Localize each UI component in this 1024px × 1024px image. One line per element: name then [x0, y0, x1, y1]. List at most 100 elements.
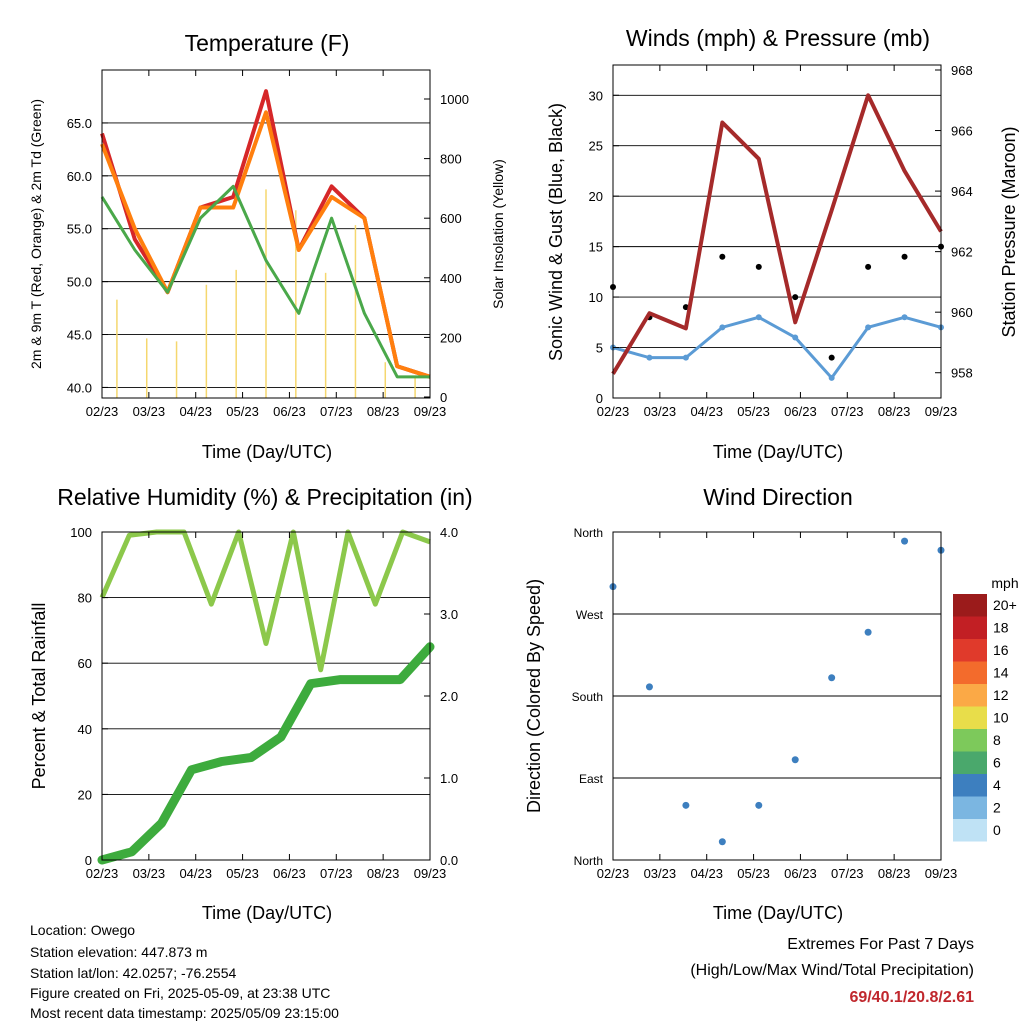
winds-left-ytick-label: 15	[589, 240, 603, 255]
speed-legend-swatch	[953, 684, 987, 707]
temperature-xtick-label: 02/23	[86, 404, 119, 419]
speed-legend-swatch	[953, 706, 987, 729]
temperature-panel: Temperature (F) 40.0 45.0 50.0 55.0 60.0 65.0…	[28, 30, 506, 462]
winds-xtick-label: 05/23	[737, 404, 770, 419]
wind-direction-point	[682, 801, 690, 809]
winds-ylabel-right: Station Pressure (Maroon)	[999, 126, 1019, 337]
temperature-left-ytick-label: 50.0	[67, 275, 92, 290]
humidity-right-ytick-label-right: 0.0	[440, 853, 458, 868]
speed-legend-label: 12	[993, 687, 1009, 703]
humidity-left-ytick-label: 40	[78, 722, 92, 737]
humidity-left-ytick-label: 20	[78, 787, 92, 802]
wind-direction-point	[645, 683, 653, 691]
temperature-ylabel-right: Solar Insolation (Yellow)	[490, 159, 506, 309]
footer-latlon: Station lat/lon: 42.0257; -76.2554	[30, 965, 237, 981]
wind-direction-point	[718, 838, 726, 846]
winds-xtick-label: 06/23	[784, 404, 817, 419]
speed-legend-swatch	[953, 661, 987, 684]
speed-legend: 20+ 18 16 14 12 10 8 6 4 2 0	[953, 594, 1017, 842]
winds-xtick-label: 02/23	[597, 404, 630, 419]
humidity-ticks: 0 20 40 60 80 100 0.0 1.0 2.0 3.0 4.0 02/23 03/23 04/…	[70, 525, 458, 881]
humidity-xtick-label: 03/23	[133, 866, 166, 881]
gust-point	[755, 263, 762, 270]
temperature-xtick-label: 03/23	[133, 404, 166, 419]
temperature-left-ytick-label: 60.0	[67, 169, 92, 184]
extremes-subtitle: (High/Low/Max Wind/Total Precipitation)	[690, 962, 974, 979]
temperature-left-ytick-label: 65.0	[67, 116, 92, 131]
speed-legend-label: 10	[993, 710, 1009, 726]
gust-point	[901, 253, 908, 260]
humidity-xlabel: Time (Day/UTC)	[202, 903, 332, 923]
speed-legend-swatch	[953, 819, 987, 842]
speed-legend-label: 6	[993, 755, 1001, 771]
humidity-panel: Relative Humidity (%) & Precipitation (i…	[29, 484, 473, 923]
footer-created: Figure created on Fri, 2025-05-09, at 23…	[30, 985, 331, 1001]
temperature-title: Temperature (F)	[185, 30, 350, 56]
speed-legend-label: 14	[993, 665, 1009, 681]
winds-left-ytick-label: 0	[596, 391, 603, 406]
temperature-xtick-label: 04/23	[179, 404, 212, 419]
temperature-right-ytick-label-right: 0	[440, 390, 447, 405]
winds-right-ytick-label-right: 958	[951, 366, 973, 381]
winds-right-ytick-label-right: 966	[951, 124, 973, 139]
winds-xtick-label: 04/23	[690, 404, 723, 419]
speed-legend-swatch	[953, 616, 987, 639]
direction-left-ytick-label: West	[576, 608, 604, 622]
temperature-xtick-label: 07/23	[320, 404, 353, 419]
wind-direction-point	[864, 628, 872, 636]
winds-xtick-label: 09/23	[925, 404, 958, 419]
wind-direction-point	[755, 801, 763, 809]
humidity-left-ytick-label: 100	[70, 525, 92, 540]
temperature-ylabel-left: 2m & 9m T (Red, Orange) & 2m Td (Green)	[28, 99, 44, 369]
footer-location: Location: Owego	[30, 922, 136, 938]
winds-right-ytick-label-right: 968	[951, 63, 973, 78]
gust-point	[865, 263, 872, 270]
winds-xtick-label: 08/23	[878, 404, 911, 419]
winds-title: Winds (mph) & Pressure (mb)	[626, 25, 930, 51]
winds-xlabel: Time (Day/UTC)	[713, 442, 843, 462]
humidity-left-ytick-label: 80	[78, 591, 92, 606]
total-precipitation-line	[97, 642, 435, 865]
temperature-series	[100, 89, 431, 398]
direction-title: Wind Direction	[703, 484, 853, 510]
winds-left-ytick-label: 25	[589, 139, 603, 154]
direction-xtick-label: 05/23	[737, 866, 770, 881]
winds-plot-frame	[612, 64, 942, 399]
temperature-left-ytick-label: 40.0	[67, 380, 92, 395]
speed-legend-label: 8	[993, 732, 1001, 748]
humidity-xtick-label: 09/23	[414, 866, 447, 881]
direction-xtick-label: 02/23	[597, 866, 630, 881]
wind-direction-point	[791, 756, 799, 764]
humidity-xtick-label: 02/23	[86, 866, 119, 881]
temperature-right-ytick-label-right: 600	[440, 211, 462, 226]
speed-legend-swatch	[953, 796, 987, 819]
direction-panel: Wind Direction NorthEastSouthWestNorth02…	[524, 484, 1019, 923]
direction-ylabel-left: Direction (Colored By Speed)	[524, 579, 544, 813]
speed-legend-swatch	[953, 729, 987, 752]
humidity-xtick-label: 04/23	[179, 866, 212, 881]
direction-grid	[613, 531, 941, 861]
winds-xtick-label: 03/23	[644, 404, 677, 419]
direction-xtick-label: 04/23	[690, 866, 723, 881]
direction-left-ytick-label: East	[579, 772, 604, 786]
winds-ticks: 0 5 10 15 20 25 30 958 960 962 964 966 968 02/23 03/23…	[589, 63, 973, 419]
winds-left-ytick-label: 5	[596, 341, 603, 356]
footer-elevation: Station elevation: 447.873 m	[30, 944, 208, 960]
humidity-xtick-label: 07/23	[320, 866, 353, 881]
speed-legend-swatch	[953, 774, 987, 797]
relative-humidity-line	[99, 529, 431, 673]
winds-left-ytick-label: 30	[589, 88, 603, 103]
extremes-values: 69/40.1/20.8/2.61	[849, 989, 974, 1006]
temperature-xtick-label: 06/23	[273, 404, 306, 419]
humidity-grid	[102, 531, 430, 861]
winds-right-ytick-label-right: 962	[951, 245, 973, 260]
gust-point	[719, 253, 726, 260]
speed-legend-swatch	[953, 751, 987, 774]
winds-right-ytick-label-right: 960	[951, 305, 973, 320]
sonic-wind-line	[612, 315, 942, 381]
direction-xtick-label: 07/23	[831, 866, 864, 881]
humidity-right-ytick-label-right: 1.0	[440, 771, 458, 786]
station-pressure-line	[611, 93, 943, 375]
speed-legend-label: 20+	[993, 597, 1017, 613]
direction-xtick-label: 03/23	[644, 866, 677, 881]
